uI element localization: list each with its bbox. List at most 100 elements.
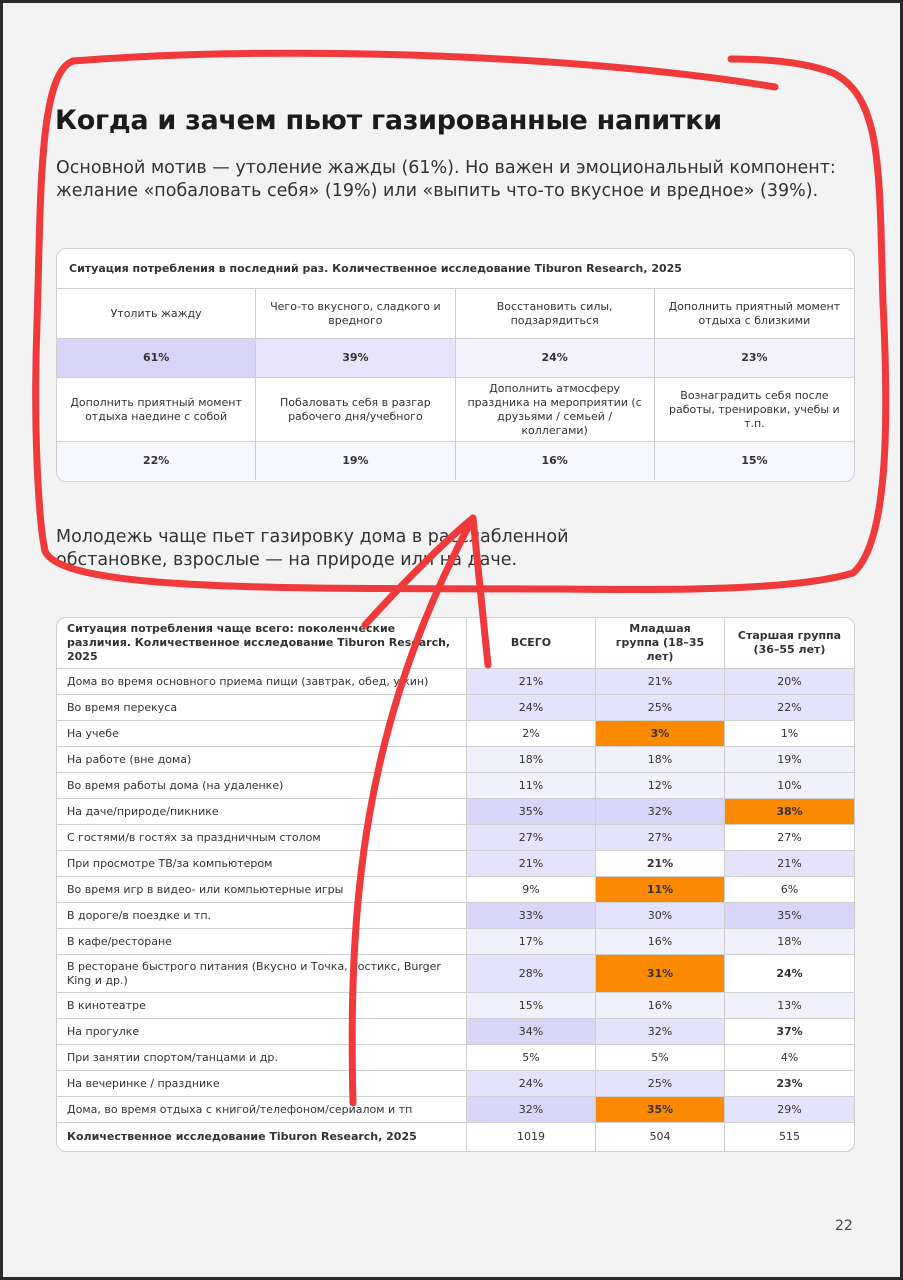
value-cell: 25%	[596, 1071, 725, 1097]
value-cell: 11%	[467, 773, 596, 799]
row-label: На работе (вне дома)	[57, 747, 467, 773]
column-header: Старшая группа (36–55 лет)	[725, 618, 854, 669]
sample-size: 504	[596, 1123, 725, 1151]
row-label: Во время перекуса	[57, 695, 467, 721]
value-cell: 2%	[467, 721, 596, 747]
value-cell: 10%	[725, 773, 854, 799]
row-label: При занятии спортом/танцами и др.	[57, 1045, 467, 1071]
header-cell: Дополнить атмосферу праздника на меропри…	[455, 378, 655, 442]
subtitle: Молодежь чаще пьет газировку дома в расс…	[56, 527, 569, 570]
annotation-arrowhead	[361, 514, 492, 669]
value-cell: 39%	[256, 339, 456, 378]
value-cell: 15%	[654, 442, 854, 480]
value-cell: 13%	[725, 993, 854, 1019]
row-label: На вечеринке / празднике	[57, 1071, 467, 1097]
row-label: В дороге/в поездке и тп.	[57, 903, 467, 929]
value-cell: 27%	[725, 825, 854, 851]
row-label: На прогулке	[57, 1019, 467, 1045]
value-cell: 35%	[596, 1097, 725, 1123]
value-cell: 30%	[596, 903, 725, 929]
annotation-arrow	[348, 514, 477, 1107]
value-cell: 32%	[596, 1019, 725, 1045]
value-cell: 4%	[725, 1045, 854, 1071]
table-caption: Ситуация потребления в последний раз. Ко…	[57, 249, 854, 289]
value-cell: 61%	[57, 339, 257, 378]
value-cell: 20%	[725, 669, 854, 695]
sample-size: 1019	[467, 1123, 596, 1151]
value-cell: 22%	[57, 442, 257, 480]
header-cell: Вознаградить себя после работы, трениров…	[654, 378, 854, 442]
value-cell: 18%	[596, 747, 725, 773]
value-cell: 32%	[596, 799, 725, 825]
table-grid: Ситуация потребления чаще всего: поколен…	[57, 618, 854, 1151]
column-header: ВСЕГО	[467, 618, 596, 669]
value-cell: 15%	[467, 993, 596, 1019]
row-label: В кафе/ресторане	[57, 929, 467, 955]
value-cell: 1%	[725, 721, 854, 747]
row-label: С гостями/в гостях за праздничным столом	[57, 825, 467, 851]
header-cell: Чего-то вкусного, сладкого и вредного	[256, 289, 456, 339]
row-label: Дома, во время отдыха с книгой/телефоном…	[57, 1097, 467, 1123]
value-cell: 5%	[467, 1045, 596, 1071]
value-cell: 32%	[467, 1097, 596, 1123]
row-label: При просмотре ТВ/за компьютером	[57, 851, 467, 877]
value-cell: 23%	[725, 1071, 854, 1097]
header-cell: Утолить жажду	[57, 289, 257, 339]
value-cell: 19%	[725, 747, 854, 773]
value-cell: 21%	[596, 851, 725, 877]
value-cell: 18%	[467, 747, 596, 773]
table-grid: Утолить жажду Чего-то вкусного, сладкого …	[57, 289, 854, 480]
value-cell: 21%	[596, 669, 725, 695]
value-cell: 27%	[596, 825, 725, 851]
column-header: Младшая группа (18–35 лет)	[596, 618, 725, 669]
value-cell: 16%	[455, 442, 655, 480]
value-cell: 24%	[725, 955, 854, 993]
row-label: Во время работы дома (на удаленке)	[57, 773, 467, 799]
value-cell: 23%	[654, 339, 854, 378]
value-cell: 25%	[596, 695, 725, 721]
value-cell: 28%	[467, 955, 596, 993]
row-label: На даче/природе/пикнике	[57, 799, 467, 825]
header-cell: Побаловать себя в разгар рабочего дня/уч…	[256, 378, 456, 442]
header-cell: Дополнить приятный момент отдыха наедине…	[57, 378, 257, 442]
value-cell: 17%	[467, 929, 596, 955]
value-cell: 22%	[725, 695, 854, 721]
value-cell: 24%	[467, 695, 596, 721]
footer-label: Количественное исследование Tiburon Rese…	[57, 1123, 467, 1151]
title: Когда и зачем пьют газированные напитки	[55, 105, 722, 136]
value-cell: 29%	[725, 1097, 854, 1123]
row-label: На учебе	[57, 721, 467, 747]
table-caption: Ситуация потребления чаще всего: поколен…	[57, 618, 467, 669]
value-cell: 9%	[467, 877, 596, 903]
row-label: Во время игр в видео- или компьютерные и…	[57, 877, 467, 903]
row-label: В кинотеатре	[57, 993, 467, 1019]
value-cell: 24%	[455, 339, 655, 378]
value-cell: 33%	[467, 903, 596, 929]
table-motives: Ситуация потребления в последний раз. Ко…	[56, 248, 855, 482]
annotation	[32, 49, 890, 1107]
value-cell: 12%	[596, 773, 725, 799]
value-cell: 18%	[725, 929, 854, 955]
row-label: В ресторане быстрого питания (Вкусно и Т…	[57, 955, 467, 993]
value-cell: 35%	[725, 903, 854, 929]
sample-size: 515	[779, 1130, 800, 1143]
value-cell: 31%	[596, 955, 725, 993]
value-cell: 21%	[467, 669, 596, 695]
value-cell: 6%	[725, 877, 854, 903]
row-label: Дома во время основного приема пищи (зав…	[57, 669, 467, 695]
value-cell: 27%	[467, 825, 596, 851]
value-cell: 24%	[467, 1071, 596, 1097]
annotation-loop	[32, 49, 890, 594]
value-cell: 16%	[596, 993, 725, 1019]
value-cell: 38%	[725, 799, 854, 825]
value-cell: 16%	[596, 929, 725, 955]
value-cell: 21%	[467, 851, 596, 877]
header-cell: Восстановить силы, подзарядиться	[455, 289, 655, 339]
value-cell: 37%	[725, 1019, 854, 1045]
value-cell: 34%	[467, 1019, 596, 1045]
value-cell: 21%	[725, 851, 854, 877]
value-cell: 19%	[256, 442, 456, 480]
table-generations: Ситуация потребления чаще всего: поколен…	[56, 617, 855, 1152]
value-cell: 35%	[467, 799, 596, 825]
